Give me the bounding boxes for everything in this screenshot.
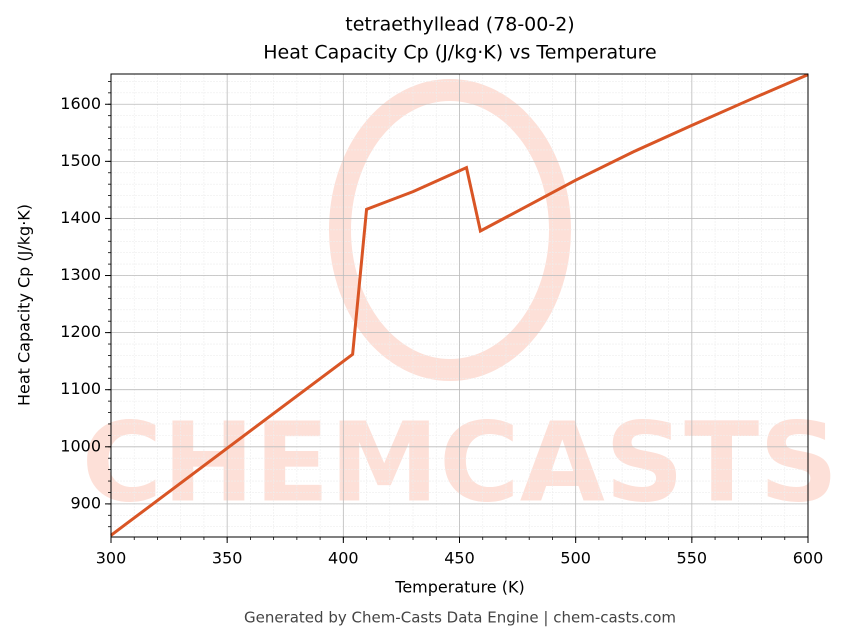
x-tick-label: 550 bbox=[677, 549, 708, 568]
x-tick-label: 400 bbox=[328, 549, 359, 568]
y-tick-label: 1500 bbox=[60, 151, 101, 170]
y-tick-label: 1000 bbox=[60, 436, 101, 455]
y-tick-label: 1600 bbox=[60, 94, 101, 113]
y-tick-label: 1300 bbox=[60, 265, 101, 284]
x-axis-label: Temperature (K) bbox=[394, 578, 524, 597]
chart-subtitle: Heat Capacity Cp (J/kg·K) vs Temperature bbox=[263, 42, 657, 64]
x-tick-label: 350 bbox=[212, 549, 243, 568]
x-tick-label: 450 bbox=[444, 549, 475, 568]
watermark: CHEMCASTS bbox=[82, 398, 839, 526]
footer: Generated by Chem-Casts Data Engine | ch… bbox=[244, 609, 676, 627]
y-tick-label: 1400 bbox=[60, 208, 101, 227]
x-tick-label: 600 bbox=[793, 549, 824, 568]
data-line bbox=[110, 73, 809, 537]
plot-frame bbox=[110, 73, 809, 538]
y-tick-label: 1200 bbox=[60, 322, 101, 341]
x-tick-label: 500 bbox=[560, 549, 591, 568]
x-tick-label: 300 bbox=[96, 549, 127, 568]
y-tick-label: 900 bbox=[70, 493, 101, 512]
y-axis-label: Heat Capacity Cp (J/kg·K) bbox=[15, 204, 34, 406]
y-tick-label: 1100 bbox=[60, 379, 101, 398]
chart-title: tetraethyllead (78-00-2) bbox=[345, 14, 574, 36]
